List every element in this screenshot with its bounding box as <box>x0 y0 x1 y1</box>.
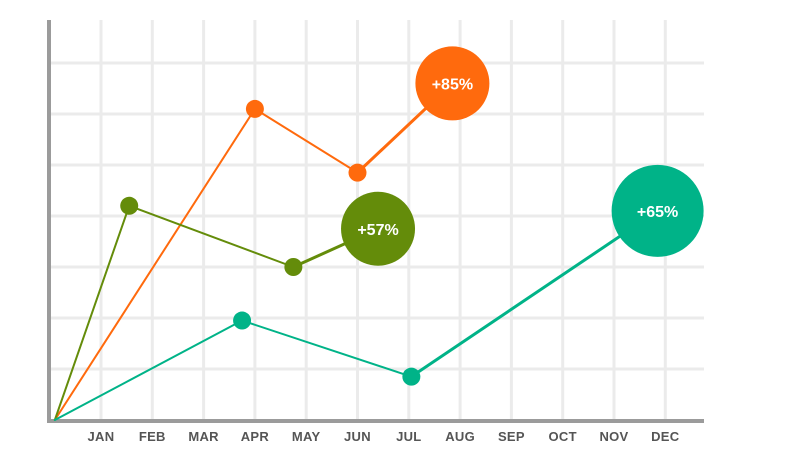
x-tick-label-jan: JAN <box>88 429 115 444</box>
data-point <box>245 99 264 118</box>
x-tick-label-dec: DEC <box>651 429 680 444</box>
axes <box>47 20 704 423</box>
x-tick-label-sep: SEP <box>498 429 525 444</box>
series-orange: +85% <box>53 46 490 421</box>
x-tick-label-may: MAY <box>292 429 321 444</box>
end-bubble-label: +65% <box>637 204 678 221</box>
data-point <box>284 258 303 276</box>
end-bubble-label: +57% <box>357 222 398 239</box>
x-tick-label-jul: JUL <box>396 429 421 444</box>
end-bubble <box>341 191 416 266</box>
series-segment <box>53 204 131 421</box>
series-segment <box>53 319 244 421</box>
x-tick-label-oct: OCT <box>549 429 577 444</box>
series-segment <box>53 107 256 421</box>
data-point <box>348 163 367 182</box>
data-point <box>120 196 139 215</box>
series-segment <box>409 209 660 379</box>
end-bubble-label: +85% <box>432 76 473 93</box>
x-tick-labels: JAN FEB MAR APR MAY JUN JUL AUG SEP OCT NOV DEC <box>88 429 680 444</box>
x-tick-label-mar: MAR <box>188 429 219 444</box>
data-point <box>233 311 252 330</box>
series-segment <box>241 319 413 378</box>
x-tick-label-aug: AUG <box>445 429 475 444</box>
series-olive: +57% <box>53 191 416 421</box>
x-tick-label-apr: APR <box>241 429 270 444</box>
grid <box>50 20 704 420</box>
end-bubble <box>415 46 490 121</box>
series-segment <box>253 107 359 174</box>
x-tick-label-jun: JUN <box>344 429 371 444</box>
x-tick-label-feb: FEB <box>139 429 166 444</box>
x-tick-label-nov: NOV <box>599 429 628 444</box>
series-teal: +65% <box>53 164 704 421</box>
series-lines: +85% +57% +65% <box>53 46 704 421</box>
series-segment <box>128 204 295 268</box>
data-point <box>402 367 421 386</box>
end-bubble <box>611 164 704 257</box>
